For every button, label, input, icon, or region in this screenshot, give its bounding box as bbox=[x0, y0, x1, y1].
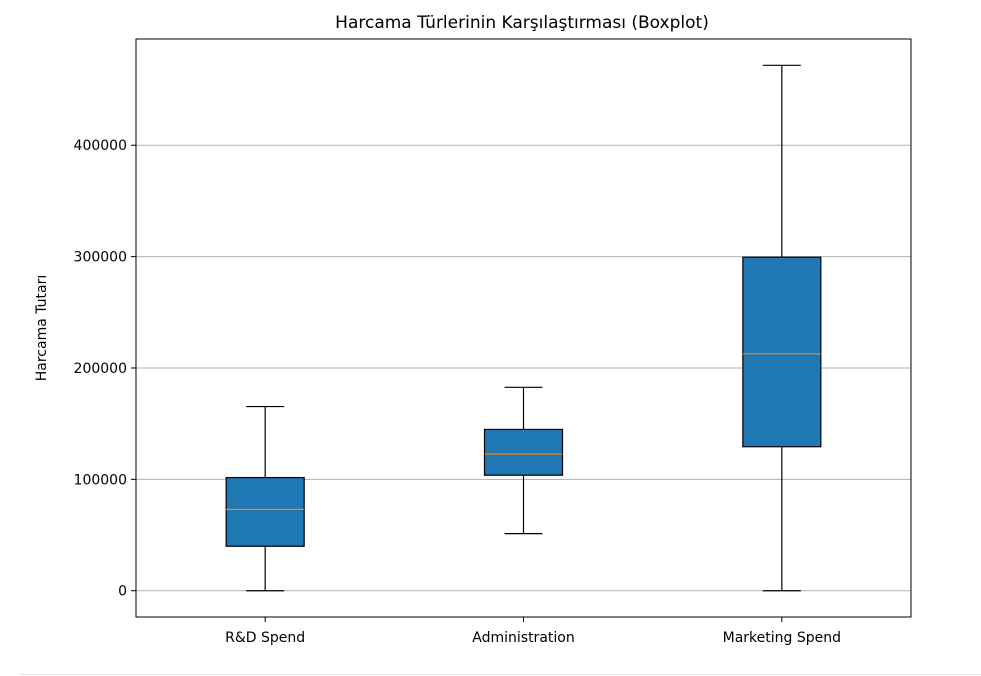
chart-title: Harcama Türlerinin Karşılaştırması (Boxp… bbox=[335, 13, 709, 33]
box-1 bbox=[483, 386, 564, 535]
x-tick-label: Administration bbox=[472, 630, 574, 646]
y-tick-label: 200000 bbox=[74, 361, 127, 377]
y-tick-label: 100000 bbox=[74, 472, 127, 488]
output-divider bbox=[20, 674, 981, 675]
iqr-box bbox=[483, 428, 564, 476]
axis-ticks: 0 100000 200000 300000 400000 R&D Spend Admini… bbox=[74, 138, 841, 646]
iqr-box bbox=[742, 256, 822, 448]
iqr-box bbox=[225, 476, 305, 547]
x-tick-label: R&D Spend bbox=[225, 630, 305, 646]
box-0 bbox=[225, 405, 305, 592]
x-tick-label: Marketing Spend bbox=[723, 630, 841, 646]
y-tick-label: 0 bbox=[118, 584, 127, 600]
boxes bbox=[225, 64, 822, 592]
y-tick-label: 400000 bbox=[74, 138, 127, 154]
y-axis-label: Harcama Tutarı bbox=[34, 275, 50, 382]
y-tick-label: 300000 bbox=[74, 250, 127, 266]
plot-area-frame bbox=[135, 38, 912, 618]
box-2 bbox=[742, 64, 822, 592]
